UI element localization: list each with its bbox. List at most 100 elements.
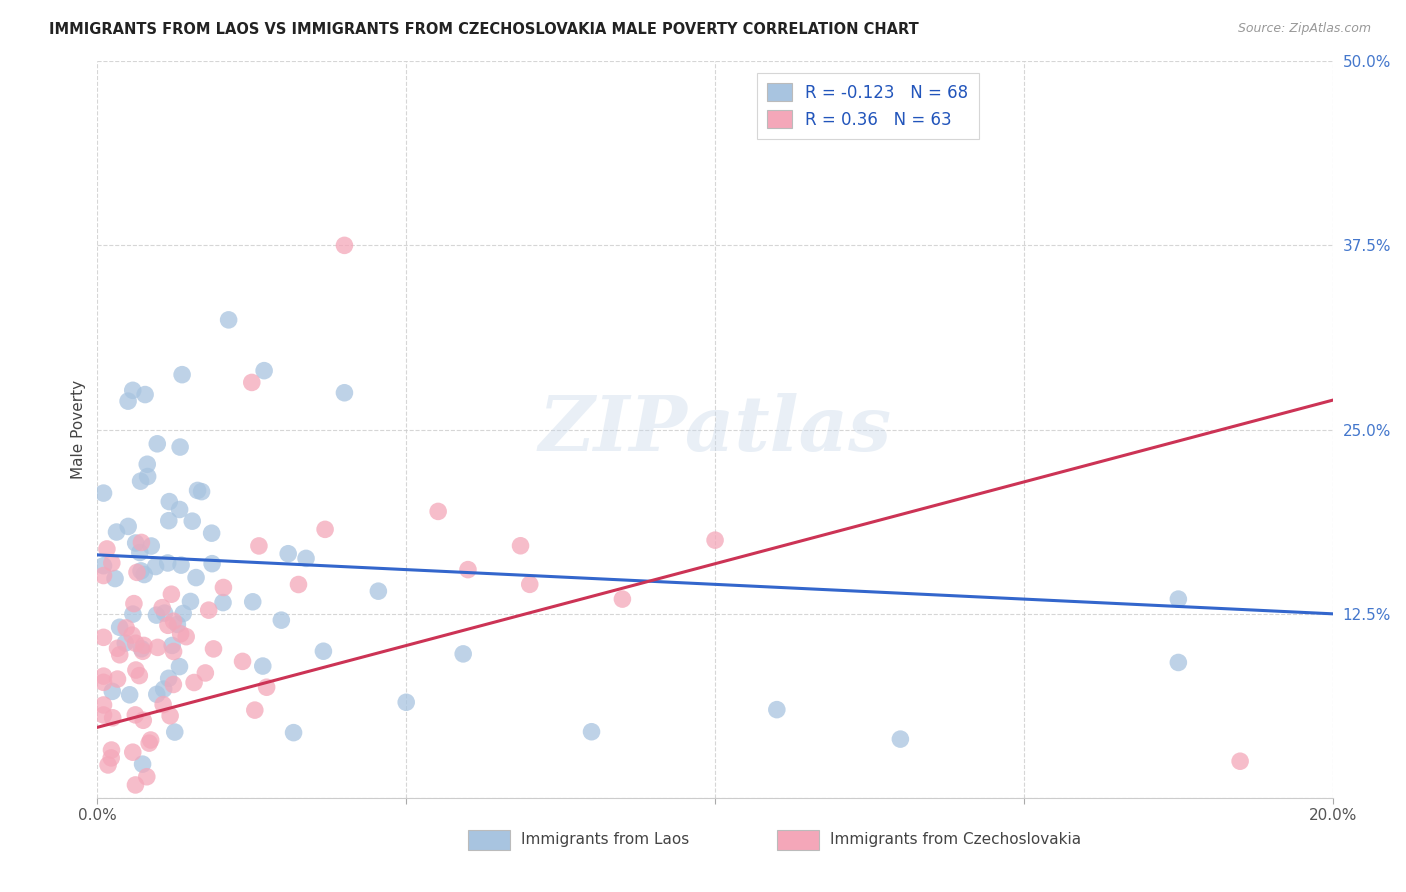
Legend: R = -0.123   N = 68, R = 0.36   N = 63: R = -0.123 N = 68, R = 0.36 N = 63 [756, 73, 979, 139]
Point [100, 751, 122, 765]
Point [1167, 592, 1189, 607]
Point [139, 733, 162, 747]
Point [121, 628, 143, 642]
Point [129, 474, 152, 488]
Point [172, 368, 194, 382]
Point [117, 519, 139, 533]
Point [156, 556, 179, 570]
Point [134, 567, 156, 582]
Point [124, 707, 146, 722]
Point [187, 483, 209, 498]
Point [169, 502, 191, 516]
Point [162, 614, 184, 628]
Point [163, 725, 186, 739]
Point [124, 636, 146, 650]
Point [93, 669, 115, 683]
Point [270, 613, 292, 627]
Point [162, 677, 184, 691]
Point [581, 724, 603, 739]
Point [169, 659, 191, 673]
Point [97, 758, 120, 772]
Point [283, 725, 305, 739]
Point [457, 563, 479, 577]
Point [153, 606, 176, 620]
Text: Immigrants from Laos: Immigrants from Laos [522, 832, 690, 847]
Point [243, 703, 266, 717]
Point [125, 663, 148, 677]
Point [125, 566, 148, 580]
Point [252, 659, 274, 673]
Point [194, 665, 217, 680]
Point [183, 675, 205, 690]
Point [169, 440, 191, 454]
Point [156, 618, 179, 632]
Point [100, 743, 122, 757]
Point [519, 577, 541, 591]
Point [242, 595, 264, 609]
Point [612, 592, 634, 607]
Text: ZIPatlas: ZIPatlas [538, 392, 891, 467]
Point [146, 640, 169, 655]
Point [145, 559, 167, 574]
Point [132, 639, 155, 653]
Point [122, 597, 145, 611]
Point [704, 533, 727, 548]
Point [108, 648, 131, 662]
Point [131, 641, 153, 656]
Point [101, 556, 124, 570]
Point [253, 364, 276, 378]
Point [395, 695, 418, 709]
Point [138, 736, 160, 750]
Point [96, 541, 118, 556]
Point [427, 504, 450, 518]
Point [201, 557, 224, 571]
Text: Source: ZipAtlas.com: Source: ZipAtlas.com [1237, 22, 1371, 36]
Point [150, 600, 173, 615]
Point [218, 313, 240, 327]
Point [121, 745, 143, 759]
Point [312, 644, 335, 658]
Point [157, 671, 180, 685]
Point [174, 630, 197, 644]
Point [93, 675, 115, 690]
Point [107, 672, 129, 686]
Point [124, 778, 146, 792]
Point [145, 608, 167, 623]
Point [128, 668, 150, 682]
Point [201, 526, 224, 541]
Point [152, 698, 174, 712]
Point [157, 514, 180, 528]
Point [93, 568, 115, 582]
Point [114, 636, 136, 650]
Point [314, 522, 336, 536]
Point [121, 384, 143, 398]
Point [509, 539, 531, 553]
Point [166, 617, 188, 632]
Point [141, 539, 163, 553]
Point [287, 577, 309, 591]
Point [131, 535, 153, 549]
Point [93, 631, 115, 645]
Point [256, 680, 278, 694]
Point [105, 524, 128, 539]
Point [162, 644, 184, 658]
Point [240, 376, 263, 390]
Point [766, 703, 789, 717]
Point [115, 621, 138, 635]
Text: Immigrants from Czechoslovakia: Immigrants from Czechoslovakia [831, 832, 1081, 847]
Point [157, 494, 180, 508]
Point [159, 708, 181, 723]
Text: IMMIGRANTS FROM LAOS VS IMMIGRANTS FROM CZECHOSLOVAKIA MALE POVERTY CORRELATION : IMMIGRANTS FROM LAOS VS IMMIGRANTS FROM … [49, 22, 920, 37]
Point [333, 385, 356, 400]
Point [169, 627, 191, 641]
Point [101, 684, 124, 698]
Point [118, 688, 141, 702]
Point [212, 596, 235, 610]
Point [367, 584, 389, 599]
Point [1229, 754, 1251, 768]
Point [160, 587, 183, 601]
Point [212, 581, 235, 595]
Point [131, 644, 153, 658]
Point [125, 536, 148, 550]
Point [146, 437, 169, 451]
